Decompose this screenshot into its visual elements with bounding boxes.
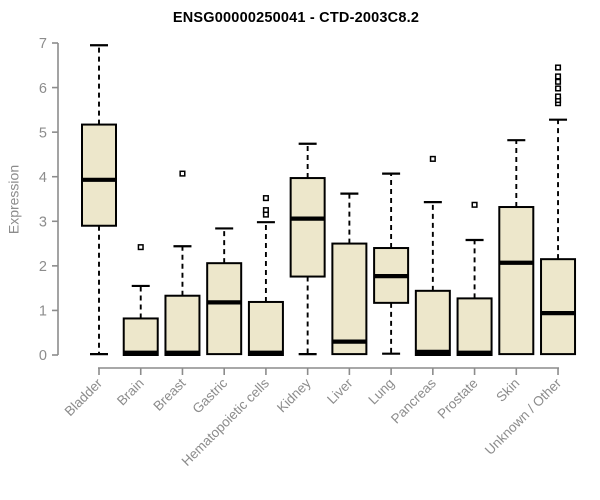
y-tick-label: 2 — [39, 259, 47, 275]
outlier-point — [554, 73, 562, 80]
box-liver — [331, 242, 368, 356]
outlier-point — [179, 170, 186, 177]
x-category-label: Unknown / Other — [482, 375, 565, 458]
outlier-point — [429, 155, 436, 162]
outlier-point — [554, 85, 562, 92]
box-bladder — [81, 123, 117, 227]
x-category-label: Skin — [493, 376, 522, 405]
y-tick-label: 1 — [39, 304, 47, 320]
outlier-point — [471, 201, 478, 208]
x-category-label: Bladder — [62, 375, 106, 419]
x-category-label: Prostate — [435, 376, 481, 422]
x-category-label: Breast — [150, 375, 188, 413]
outlier-point — [554, 64, 562, 71]
y-tick-label: 3 — [39, 215, 47, 231]
box-unknown-other — [540, 258, 577, 356]
y-tick-label: 6 — [39, 81, 47, 97]
box-hematopoietic-cells — [247, 300, 284, 356]
outlier-point — [554, 78, 562, 85]
box-kidney — [289, 177, 326, 278]
x-category-label: Liver — [324, 375, 356, 407]
y-tick-label: 4 — [39, 170, 47, 186]
chart-title: ENSG00000250041 - CTD-2003C8.2 — [172, 10, 420, 26]
y-tick-label: 0 — [39, 348, 47, 364]
x-category-label: Lung — [365, 376, 397, 408]
outlier-point — [137, 244, 144, 251]
y-tick-label: 7 — [39, 36, 47, 52]
box-prostate — [456, 297, 493, 356]
x-category-label: Brain — [114, 376, 147, 409]
box-brain — [122, 317, 159, 356]
y-tick-label: 5 — [39, 125, 47, 141]
outlier-point — [262, 195, 269, 202]
x-category-label: Kidney — [274, 375, 314, 415]
x-category-label: Gastric — [189, 375, 230, 416]
outlier-point — [554, 93, 562, 100]
box-gastric — [206, 262, 243, 356]
box-pancreas — [414, 289, 451, 356]
box-skin — [498, 206, 535, 356]
x-category-label: Pancreas — [388, 375, 439, 426]
outlier-point — [262, 211, 269, 218]
box-breast — [164, 294, 201, 356]
